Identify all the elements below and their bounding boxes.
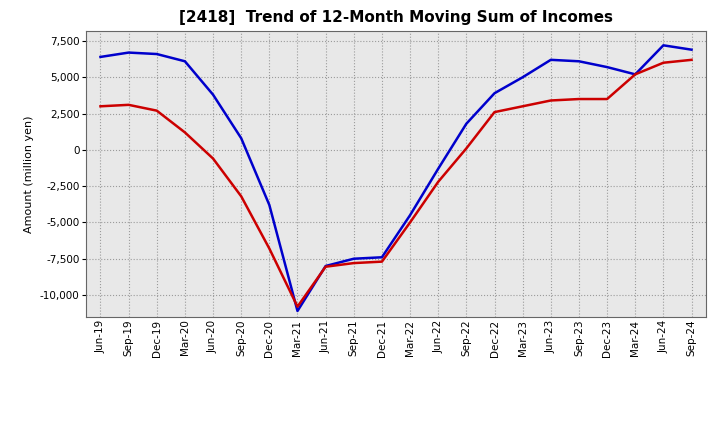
Net Income xyxy=(406,220,415,225)
Ordinary Income xyxy=(546,57,555,62)
Ordinary Income xyxy=(237,136,246,141)
Line: Net Income: Net Income xyxy=(101,60,691,307)
Ordinary Income xyxy=(659,43,667,48)
Net Income xyxy=(631,72,639,77)
Net Income xyxy=(687,57,696,62)
Ordinary Income xyxy=(377,255,386,260)
Net Income xyxy=(546,98,555,103)
Ordinary Income xyxy=(125,50,133,55)
Net Income xyxy=(96,104,105,109)
Ordinary Income xyxy=(490,91,499,96)
Net Income xyxy=(659,60,667,66)
Net Income xyxy=(603,96,611,102)
Ordinary Income xyxy=(96,54,105,59)
Net Income xyxy=(293,304,302,309)
Ordinary Income xyxy=(293,308,302,314)
Ordinary Income xyxy=(265,202,274,208)
Net Income xyxy=(209,156,217,161)
Ordinary Income xyxy=(406,213,415,218)
Ordinary Income xyxy=(181,59,189,64)
Ordinary Income xyxy=(631,72,639,77)
Net Income xyxy=(518,104,527,109)
Net Income xyxy=(434,179,443,184)
Title: [2418]  Trend of 12-Month Moving Sum of Incomes: [2418] Trend of 12-Month Moving Sum of I… xyxy=(179,11,613,26)
Net Income xyxy=(153,108,161,113)
Ordinary Income xyxy=(434,166,443,171)
Ordinary Income xyxy=(321,264,330,269)
Ordinary Income xyxy=(153,51,161,57)
Ordinary Income xyxy=(575,59,583,64)
Net Income xyxy=(575,96,583,102)
Ordinary Income xyxy=(603,64,611,70)
Ordinary Income xyxy=(518,75,527,80)
Net Income xyxy=(125,102,133,107)
Y-axis label: Amount (million yen): Amount (million yen) xyxy=(24,115,34,233)
Ordinary Income xyxy=(349,256,358,261)
Net Income xyxy=(321,264,330,269)
Ordinary Income xyxy=(209,92,217,97)
Line: Ordinary Income: Ordinary Income xyxy=(101,45,691,311)
Net Income xyxy=(237,194,246,199)
Ordinary Income xyxy=(687,47,696,52)
Net Income xyxy=(490,110,499,115)
Net Income xyxy=(265,246,274,251)
Ordinary Income xyxy=(462,121,471,126)
Net Income xyxy=(349,260,358,266)
Net Income xyxy=(377,259,386,264)
Net Income xyxy=(181,130,189,135)
Net Income xyxy=(462,146,471,151)
